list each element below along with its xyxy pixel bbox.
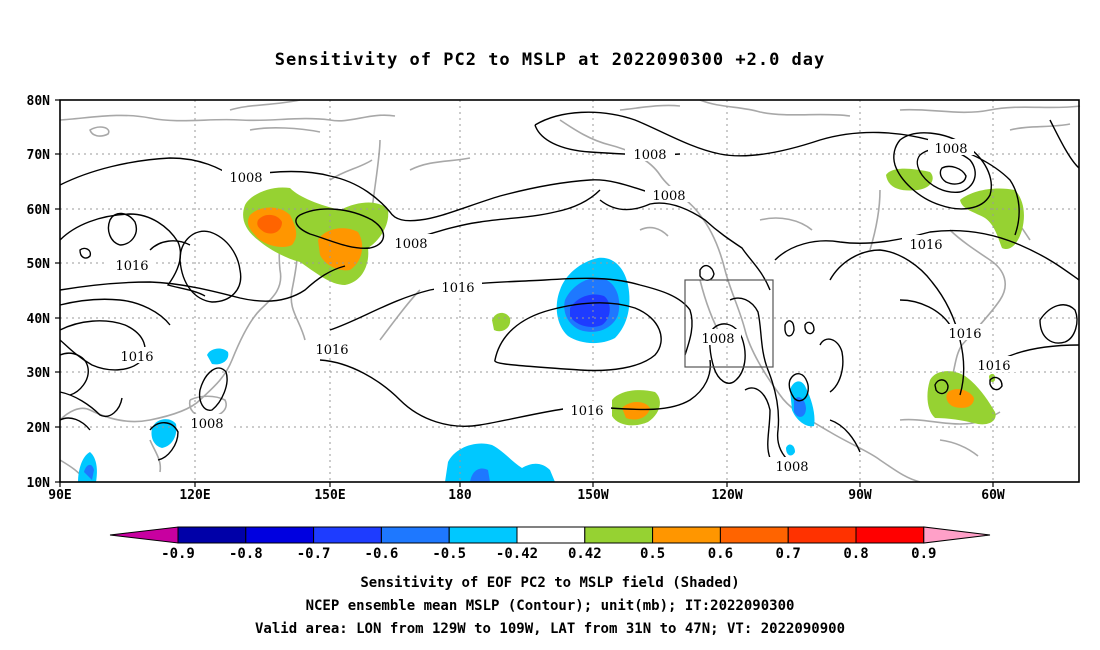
lon-label: 90W	[848, 488, 872, 503]
contour-label: 1008	[190, 417, 223, 432]
contour-label: 1016	[570, 404, 603, 419]
colorbar-swatch	[855, 526, 925, 544]
lat-label: 80N	[27, 94, 51, 109]
contour-label: 1008	[775, 460, 808, 475]
colorbar-swatch	[719, 526, 789, 544]
contour-label: 1016	[120, 350, 153, 365]
colorbar-arrow-high	[923, 526, 991, 544]
shade-negative-tropics	[445, 443, 555, 482]
axis-ticks	[55, 99, 994, 487]
lon-label: 120W	[711, 488, 742, 503]
valid-area-box	[684, 279, 774, 368]
colorbar-swatch	[313, 526, 382, 544]
colorbar-swatch	[380, 526, 450, 544]
colorbar-swatch	[177, 526, 247, 544]
colorbar-label: -0.7	[297, 546, 331, 562]
lon-label: 120E	[179, 488, 210, 503]
colorbar-label: 0.7	[776, 546, 801, 562]
contour-label: 1016	[441, 281, 474, 296]
contour-label: 1016	[315, 343, 348, 358]
colorbar-label: 0.6	[708, 546, 733, 562]
contour-label: 1008	[633, 148, 666, 163]
colorbar: -0.9 -0.8 -0.7 -0.6 -0.5 -0.42 0.42 0.5 0.6 0.7 0.…	[109, 526, 991, 562]
colorbar-swatch	[516, 526, 586, 544]
colorbar-label: 0.5	[640, 546, 665, 562]
contour-label: 1008	[229, 171, 262, 186]
contour-label: 1008	[652, 189, 685, 204]
footer-line-3: Valid area: LON from 129W to 109W, LAT f…	[254, 621, 845, 637]
footer-line-2: NCEP ensemble mean MSLP (Contour); unit(…	[305, 598, 795, 614]
colorbar-arrow-low	[109, 526, 179, 544]
colorbar-swatch	[787, 526, 857, 544]
lon-labels: 90E 120E 150E 180 150W 120W 90W 60W	[48, 488, 1005, 503]
footer-line-1: Sensitivity of EOF PC2 to MSLP field (Sh…	[360, 575, 740, 591]
contour-label: 1008	[394, 237, 427, 252]
contour-label: 1016	[909, 238, 942, 253]
colorbar-label: -0.6	[365, 546, 399, 562]
contour-label: 1016	[115, 259, 148, 274]
lat-label: 20N	[27, 421, 51, 436]
lat-label: 50N	[27, 257, 51, 272]
lon-label: 180	[448, 488, 472, 503]
lat-label: 30N	[27, 366, 51, 381]
contour-label: 1016	[948, 327, 981, 342]
colorbar-swatch	[448, 526, 518, 544]
colorbar-swatch	[245, 526, 315, 544]
colorbar-label: 0.9	[911, 546, 936, 562]
lat-label: 70N	[27, 148, 51, 163]
contour-label: 1008	[701, 332, 734, 347]
colorbar-swatch	[584, 526, 654, 544]
colorbar-label: 0.42	[568, 546, 602, 562]
lat-label: 60N	[27, 203, 51, 218]
lat-label: 10N	[27, 476, 51, 491]
colorbar-label: 0.8	[843, 546, 868, 562]
lon-label: 150W	[577, 488, 608, 503]
lat-label: 40N	[27, 312, 51, 327]
colorbar-label: -0.8	[229, 546, 263, 562]
colorbar-swatch	[652, 526, 721, 544]
contour-labels: 1008 1008 1008 1008 1008 1008 1008 1008 …	[108, 139, 1018, 475]
colorbar-label: -0.9	[161, 546, 195, 562]
lat-labels: 80N 70N 60N 50N 40N 30N 20N 10N	[27, 94, 51, 491]
lon-label: 60W	[981, 488, 1005, 503]
colorbar-label: -0.42	[496, 546, 538, 562]
mslp-contours	[59, 111, 1080, 463]
map-frame	[59, 99, 1080, 483]
contour-label: 1008	[934, 142, 967, 157]
lon-label: 150E	[314, 488, 345, 503]
lon-label: 90E	[48, 488, 71, 503]
chart-title: Sensitivity of PC2 to MSLP at 2022090300…	[274, 50, 826, 70]
shaded-regions	[78, 168, 1024, 482]
contour-label: 1016	[977, 359, 1010, 374]
colorbar-label: -0.5	[432, 546, 466, 562]
